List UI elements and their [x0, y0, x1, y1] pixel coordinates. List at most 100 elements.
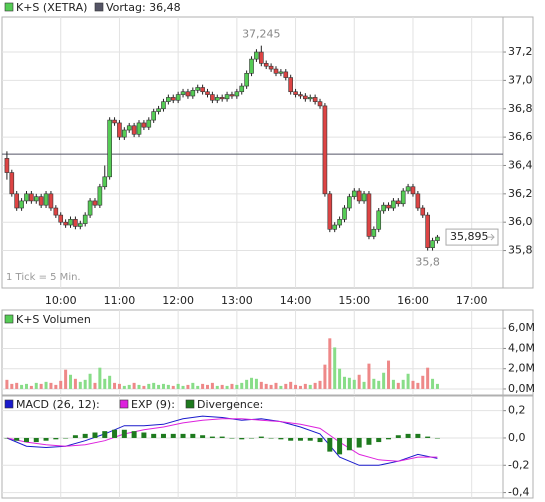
indicator-line [6, 415, 438, 466]
divergence-bar [200, 435, 206, 438]
volume-bar [328, 338, 332, 389]
candle-body [210, 94, 215, 101]
volume-bar [421, 375, 425, 389]
volume-bar [20, 384, 24, 389]
candle-body [73, 219, 78, 227]
divergence-bar [63, 437, 69, 439]
indicator-line [6, 418, 438, 462]
divergence-bar [14, 437, 20, 441]
divergence-bar [278, 437, 284, 440]
divergence-bar [190, 433, 196, 438]
candle-body [151, 111, 156, 121]
candle-body [259, 51, 264, 64]
candle-body [219, 97, 225, 100]
volume-bar [201, 383, 205, 389]
divergence-bar [72, 435, 78, 438]
candle-body [312, 97, 318, 102]
panel-frame [1, 16, 534, 289]
volume-bar [391, 379, 395, 389]
candle-body [229, 94, 235, 97]
volume-bar [132, 382, 136, 389]
candle-body [435, 236, 440, 241]
last-price-arrow [487, 233, 495, 241]
y-tick-label: -0,2 [508, 458, 529, 471]
volume-bar [29, 385, 33, 389]
candle-body [347, 196, 352, 209]
legend-swatch [119, 399, 129, 409]
candle-body [263, 63, 269, 67]
volume-bar [284, 383, 288, 389]
candle-body [332, 224, 338, 230]
volume-bar [34, 382, 38, 389]
candle-body [254, 51, 259, 60]
y-tick-label: 37,2 [508, 45, 533, 58]
candle-body [307, 97, 313, 100]
volume-bar [220, 384, 224, 389]
volume-bar [5, 379, 9, 389]
candle-body [371, 228, 377, 237]
volume-bar [191, 382, 195, 389]
volume-bar [181, 385, 185, 389]
divergence-bar [141, 432, 147, 438]
candle-body [175, 94, 181, 101]
divergence-bar [229, 437, 235, 439]
divergence-bar [121, 429, 127, 438]
candle-body [102, 176, 108, 188]
volume-bar [259, 381, 263, 389]
divergence-bar [92, 432, 98, 438]
volume-bar [49, 382, 53, 389]
candle-body [293, 91, 298, 95]
divergence-bar [434, 437, 440, 439]
volume-bar [88, 373, 92, 389]
divergence-bar [239, 437, 245, 440]
volume-bar [264, 383, 268, 389]
y-tick-label: 37,0 [508, 73, 533, 86]
volume-bar [426, 367, 430, 389]
divergence-bar [386, 437, 392, 440]
candle-body [63, 221, 68, 226]
legend-swatch [94, 2, 104, 12]
volume-bar [352, 379, 356, 389]
y-tick-label: 36,8 [508, 102, 533, 115]
volume-bar [54, 384, 58, 389]
candle-body [391, 200, 396, 209]
y-tick-label: 2,0M [508, 362, 535, 375]
volume-bar [176, 383, 180, 389]
y-tick-label: 0,0 [508, 431, 526, 444]
divergence-bar [356, 437, 362, 448]
legend-label: MACD (26, 12): [16, 398, 100, 411]
candle-body [180, 91, 186, 95]
candle-body [14, 193, 19, 209]
volume-bar [44, 381, 48, 389]
candle-body [87, 200, 93, 216]
candle-body [327, 193, 333, 230]
x-tick-label: 11:00 [104, 294, 136, 307]
legend-label: Vortag: 36,48 [106, 1, 181, 14]
candle-body [58, 214, 64, 223]
divergence-bar [376, 437, 382, 443]
legend-label: K+S (XETRA) [16, 1, 87, 14]
volume-bar [298, 385, 302, 389]
legend-swatch [4, 314, 14, 324]
candle-body [77, 223, 83, 227]
volume-bar [127, 384, 131, 389]
candle-body [239, 85, 245, 93]
volume-bar [416, 382, 420, 389]
volume-bar [308, 384, 312, 389]
legend-swatch [4, 399, 14, 409]
last-price-label: 35,895 [450, 230, 489, 243]
panel-frame [1, 309, 534, 396]
volume-bar [103, 378, 107, 389]
panel-frame [1, 395, 534, 499]
volume-bar [108, 375, 112, 389]
volume-bar [435, 383, 439, 389]
high-label: 37,245 [242, 28, 281, 41]
candle-body [166, 97, 171, 102]
divergence-bar [43, 437, 49, 441]
candle-body [268, 65, 274, 70]
candle-body [131, 125, 137, 135]
volume-bar [357, 374, 361, 389]
candle-body [361, 193, 367, 202]
volume-bar [122, 385, 126, 389]
candle-body [415, 193, 421, 209]
